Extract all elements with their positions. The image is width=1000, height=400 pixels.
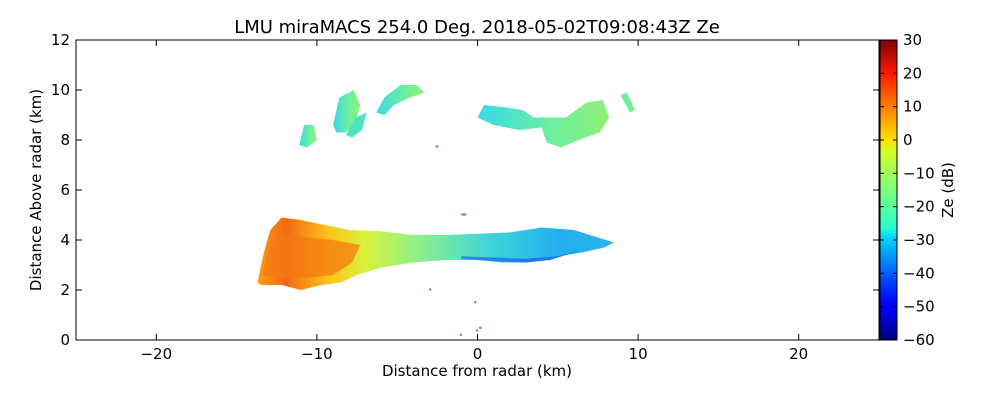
colorbar-tick-label: −40 [903,264,935,282]
echo-speckle [475,329,478,332]
x-axis-label: Distance from radar (km) [382,362,572,380]
x-tick-label: −20 [140,345,172,363]
band-fringe [461,245,600,263]
echo-speckle [479,326,482,329]
x-axis: −20 −10 0 10 20 [140,40,808,363]
colorbar [879,39,898,341]
warm-core [262,235,361,278]
colorbar-tick-label: −50 [903,298,935,316]
y-tick-label: 2 [60,281,70,299]
echo-speckle [459,333,462,336]
colorbar-label: Ze (dB) [939,162,957,218]
colorbar-tick-label: 0 [903,131,913,149]
lower-cloud-band [257,217,614,290]
radar-echoes [257,85,635,336]
colorbar-tick-label: −30 [903,231,935,249]
y-axis-label: Distance Above radar (km) [27,89,45,291]
colorbar-tick-label: 10 [903,98,922,116]
y-tick-label: 8 [60,131,70,149]
colorbar-tick-label: −10 [903,164,935,182]
y-tick-label: 0 [60,331,70,349]
x-tick-label: −10 [301,345,333,363]
plot-frame [75,39,880,341]
x-tick-label: 0 [473,345,483,363]
echo-speckle [474,301,477,304]
echo-speckle [461,213,467,216]
upper-cloud-left-2b [345,112,367,138]
y-tick-label: 4 [60,231,70,249]
colorbar-axis: 30 20 10 0 −10 −20 −30 −40 −50 −60 [880,31,935,349]
upper-cloud-right [477,100,610,148]
y-axis: 0 2 4 6 8 10 12 [51,31,879,349]
y-tick-label: 10 [51,81,70,99]
echo-speckle [429,288,432,291]
upper-cloud-left-3 [376,85,425,115]
colorbar-tick-label: 20 [903,64,922,82]
chart-title: LMU miraMACS 254.0 Deg. 2018-05-02T09:08… [234,17,720,38]
x-tick-label: 10 [629,345,648,363]
upper-cloud-far-right [620,92,635,113]
y-tick-label: 6 [60,181,70,199]
x-tick-label: 20 [789,345,808,363]
upper-cloud-left-1 [299,125,317,148]
colorbar-tick-label: 30 [903,31,922,49]
y-tick-label: 12 [51,31,70,49]
echo-speckle [435,145,439,148]
colorbar-tick-label: −20 [903,198,935,216]
colorbar-tick-label: −60 [903,331,935,349]
